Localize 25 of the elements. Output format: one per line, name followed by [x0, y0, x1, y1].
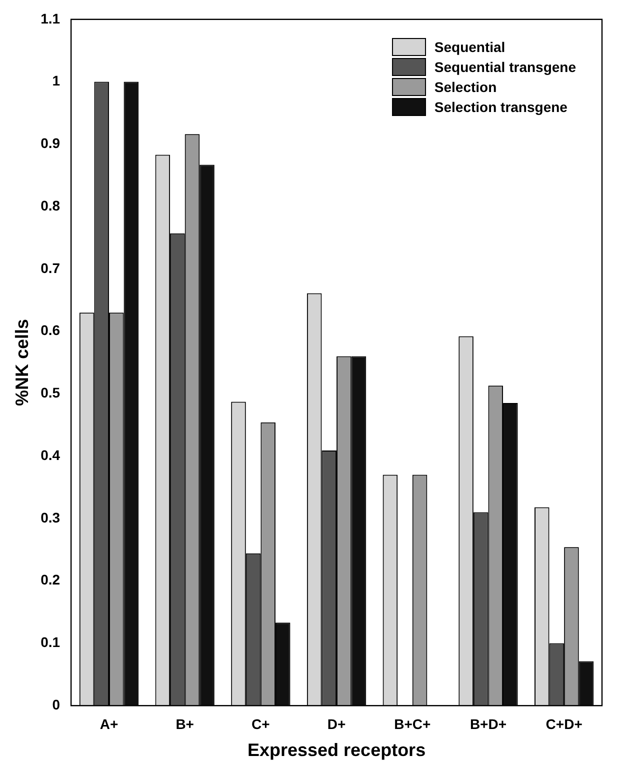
- y-tick-label: 1: [52, 72, 60, 89]
- x-axis-title: Expressed receptors: [247, 740, 426, 760]
- y-tick-label: 0.8: [40, 197, 60, 214]
- x-tick-label: B+C+: [394, 716, 431, 732]
- y-tick-label: 0.1: [40, 634, 60, 650]
- y-tick-label: 0.3: [40, 509, 60, 526]
- legend-label: Selection transgene: [434, 99, 568, 115]
- y-tick-label: 0.7: [40, 260, 60, 276]
- x-tick-label: C+: [252, 716, 270, 732]
- y-tick-label: 0.4: [40, 446, 60, 463]
- y-tick-label: 0.5: [40, 384, 60, 401]
- x-tick-label: B+: [176, 716, 194, 732]
- x-tick-label: B+D+: [470, 716, 507, 732]
- y-axis-title: %NK cells: [12, 318, 32, 406]
- x-tick-label: C+D+: [546, 716, 582, 732]
- legend-label: Selection: [434, 79, 497, 95]
- y-tick-label: 0: [52, 696, 60, 712]
- y-tick-label: 0.9: [40, 135, 60, 152]
- y-tick-label: 1.1: [40, 10, 60, 26]
- x-tick-label: D+: [327, 716, 346, 732]
- y-tick-label: 0.6: [40, 322, 60, 338]
- x-tick-label: A+: [100, 716, 118, 732]
- legend-label: Sequential: [434, 39, 506, 55]
- y-tick-label: 0.2: [40, 572, 60, 588]
- legend-label: Sequential transgene: [434, 59, 576, 75]
